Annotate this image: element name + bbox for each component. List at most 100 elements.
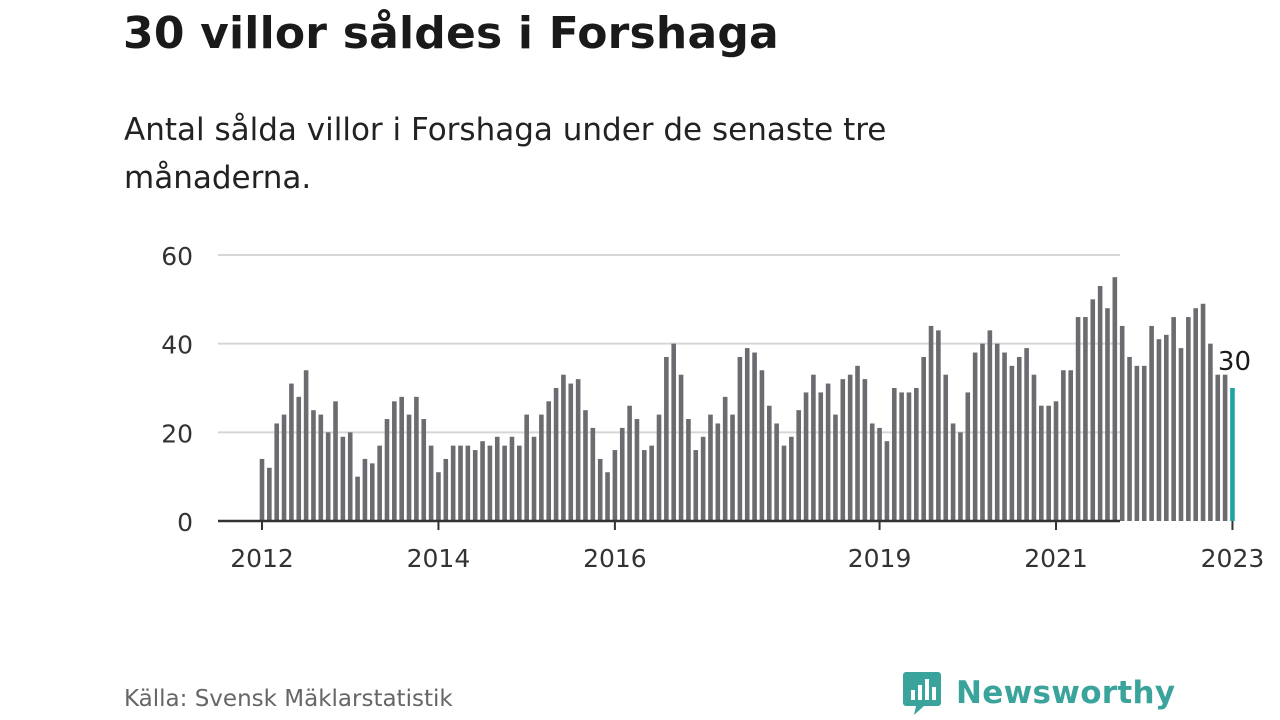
bar (450, 445, 456, 521)
bar (583, 410, 588, 521)
bar (1141, 365, 1147, 521)
bar (987, 330, 993, 521)
bar (1046, 405, 1051, 521)
bar (862, 379, 868, 521)
bar (1178, 348, 1184, 521)
bar (619, 427, 625, 521)
bar (369, 463, 375, 521)
bar (965, 392, 971, 521)
bar (1002, 352, 1007, 521)
bar (1068, 370, 1074, 521)
bar (1208, 343, 1213, 521)
bar (553, 388, 559, 521)
bar (487, 445, 493, 521)
brand-logo[interactable]: Newsworthy (902, 670, 1175, 716)
bar (980, 343, 985, 521)
bar (891, 388, 897, 521)
bar (1039, 405, 1044, 521)
bar (347, 432, 353, 521)
bar (921, 356, 926, 521)
bar (531, 436, 537, 521)
bar (281, 414, 287, 521)
bar (950, 423, 956, 521)
bar (377, 445, 382, 521)
y-tick-label: 20 (161, 419, 193, 448)
bar (686, 419, 691, 521)
bar (803, 392, 809, 521)
bar (700, 436, 706, 521)
bar-chart-speech-bubble-icon (903, 672, 941, 715)
bar (884, 441, 890, 521)
bar (355, 476, 360, 521)
bar (774, 423, 779, 521)
bar (840, 379, 846, 521)
bar (605, 472, 610, 521)
bar (811, 374, 816, 521)
bar (671, 343, 677, 521)
y-tick-label: 0 (177, 508, 193, 537)
bar (649, 445, 654, 521)
bar (267, 467, 272, 521)
bar (1031, 374, 1037, 521)
bar (789, 436, 794, 521)
bar (766, 405, 772, 521)
chart-subtitle: Antal sålda villor i Forshaga under de s… (124, 112, 887, 196)
bar (406, 414, 412, 521)
bar (906, 392, 912, 521)
bar (1009, 365, 1015, 521)
bar (744, 348, 750, 521)
bar (399, 396, 404, 521)
bar (752, 352, 757, 521)
bar (612, 450, 618, 521)
bar (517, 445, 522, 521)
bar (1200, 303, 1206, 521)
bar (384, 419, 390, 521)
bar (781, 445, 787, 521)
bar (664, 356, 669, 521)
bar (1193, 308, 1199, 521)
bar (1075, 317, 1081, 521)
bar (1016, 356, 1022, 521)
bar (1053, 401, 1059, 521)
bar (1112, 277, 1118, 521)
brand-name: Newsworthy (956, 675, 1176, 711)
bar (1186, 317, 1191, 521)
y-tick-label: 40 (161, 331, 193, 360)
bar (1134, 365, 1140, 521)
bar (1119, 325, 1125, 521)
bar (509, 436, 515, 521)
bar (458, 445, 463, 521)
x-tick-label: 2012 (230, 544, 294, 573)
bar (708, 414, 713, 521)
bar (1024, 348, 1029, 521)
bar (414, 396, 419, 521)
bar (730, 414, 735, 521)
bar (303, 370, 309, 521)
bar (1090, 299, 1096, 521)
bar (539, 414, 544, 521)
bar (472, 450, 478, 521)
bar (634, 419, 640, 521)
bar (1149, 325, 1154, 521)
bar (1097, 286, 1103, 521)
bar (943, 374, 949, 521)
highlight-data-label: 30 (1218, 347, 1251, 377)
bar (1222, 374, 1228, 521)
bar (568, 383, 574, 521)
y-tick-label: 60 (161, 242, 193, 271)
bar (340, 436, 346, 521)
bar (722, 396, 728, 521)
bar (590, 427, 596, 521)
bar (575, 379, 581, 521)
bar (333, 401, 338, 521)
bar (436, 472, 441, 521)
highlight-bar (1230, 388, 1235, 521)
bar (480, 441, 485, 521)
bar (296, 396, 302, 521)
bar (642, 450, 647, 521)
bar (678, 374, 684, 521)
bar (443, 458, 449, 521)
bar (289, 383, 294, 521)
bar (1061, 370, 1066, 521)
